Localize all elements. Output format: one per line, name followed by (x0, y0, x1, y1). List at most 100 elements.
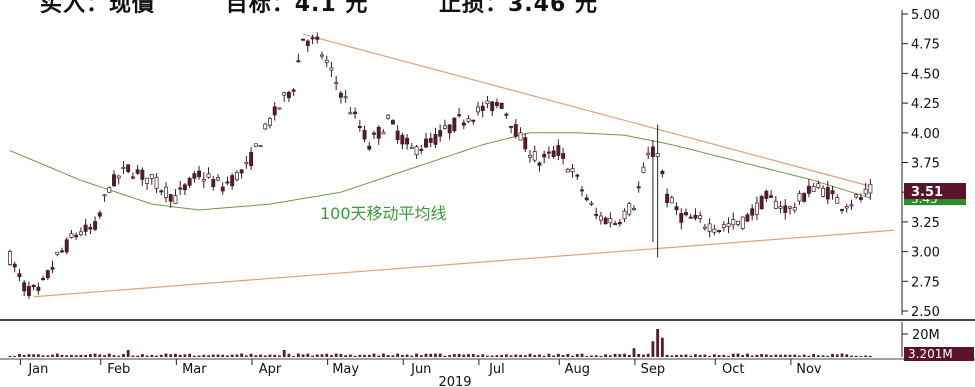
price-axis: 5.004.754.504.254.003.753.503.253.002.75… (901, 8, 966, 320)
month-label: Aug (565, 362, 590, 377)
volume-bar (344, 355, 348, 357)
candle-body (438, 130, 443, 137)
candle-body (102, 194, 107, 197)
volume-bar (438, 353, 442, 357)
volume-bar (74, 355, 78, 357)
volume-bar (798, 355, 801, 357)
volume-bar (339, 353, 343, 357)
candle-body (116, 175, 121, 179)
volume-bar (452, 354, 456, 357)
volume-bar (155, 355, 158, 357)
month-label: Jul (488, 362, 505, 377)
volume-bar (675, 355, 678, 357)
plot-area (0, 319, 975, 360)
volume-bar (169, 354, 173, 357)
candle-body (598, 215, 603, 221)
volume-bar (835, 354, 839, 357)
volume-bar (774, 354, 778, 357)
candle-body (669, 197, 674, 204)
volume-bar (244, 355, 248, 357)
volume-bar (712, 354, 716, 357)
volume-bar (282, 350, 286, 357)
year-label: 2019 (438, 375, 471, 387)
candle-body (253, 143, 258, 147)
price-tick-label: 2.50 (911, 305, 940, 320)
volume-bar (353, 355, 357, 357)
candle-body (301, 38, 306, 41)
candle-body (542, 153, 547, 158)
ma-annotation: 100天移动平均线 (320, 204, 447, 223)
volume-bar (55, 353, 59, 357)
volume-bar (618, 354, 622, 357)
volume-bar (703, 354, 707, 357)
volume-bar (717, 355, 721, 357)
candle-body (286, 91, 291, 99)
volume-bar (660, 337, 664, 357)
volume-bar (429, 353, 433, 357)
candle-body (272, 106, 277, 116)
volume-bar (419, 355, 423, 357)
candle-body (41, 278, 46, 280)
volume-bar (840, 353, 844, 357)
volume-bar (816, 355, 820, 357)
volume-bar (727, 355, 730, 357)
volume-bar (854, 355, 858, 357)
candle-body (353, 111, 358, 115)
candle-body (386, 114, 391, 119)
volume-bar (98, 354, 102, 357)
price-tick-label: 4.00 (911, 127, 940, 142)
candle-body (50, 267, 55, 270)
volume-bar (623, 353, 626, 357)
candle-body (93, 221, 98, 230)
volume-bar (145, 355, 149, 357)
volume-bar (434, 353, 437, 357)
volume-bar (211, 354, 215, 357)
candle-body (788, 206, 792, 209)
candle-body (698, 215, 703, 219)
candle-body (154, 176, 159, 189)
candle-body (821, 187, 826, 197)
volume-bar (708, 355, 712, 357)
volume-bar (490, 355, 494, 357)
candle-body (135, 169, 140, 174)
volume-panel: 20M 3.201M (8, 322, 974, 361)
volume-bar (93, 353, 97, 357)
candle-body (816, 183, 821, 188)
candle-body (55, 251, 60, 255)
volume-bar (651, 341, 655, 357)
price-badge (904, 183, 966, 200)
volume-bar (117, 355, 121, 357)
candle-body (78, 231, 83, 236)
volume-bar (131, 355, 135, 357)
candle-body (797, 193, 802, 202)
candle-body (528, 154, 532, 158)
candle-body (840, 209, 844, 212)
moving-average (9, 132, 871, 211)
target-label: 目标：4.1 元 (225, 0, 369, 17)
volume-bar (864, 355, 868, 357)
price-tick-label: 4.50 (911, 67, 940, 82)
candlesticks (8, 32, 873, 299)
candle-body (863, 188, 868, 195)
volume-bar (174, 353, 177, 357)
candle-body (627, 203, 632, 215)
ma-line (9, 132, 871, 211)
candle-body (31, 284, 36, 288)
candle-body (239, 169, 244, 174)
candle-body (376, 127, 381, 139)
candle-body (367, 145, 372, 150)
candle-body (764, 190, 769, 199)
candle-body (783, 205, 788, 213)
volume-bar (656, 329, 660, 357)
candle-body (268, 118, 272, 126)
month-label: Jun (410, 362, 431, 377)
candle-body (173, 195, 178, 204)
candle-body (802, 193, 807, 202)
volume-bar (542, 355, 546, 357)
candle-body (329, 67, 334, 71)
volume-bar (273, 354, 277, 357)
price-badge-label: 3.51 (911, 185, 943, 200)
candle-body (584, 197, 589, 201)
volume-bar (642, 354, 645, 357)
